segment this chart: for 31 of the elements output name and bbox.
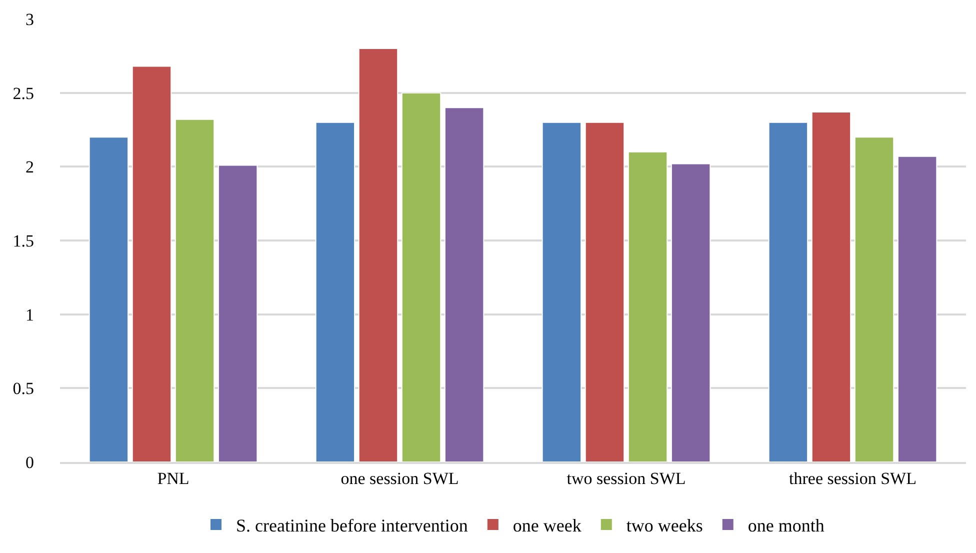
bar xyxy=(218,164,258,462)
bar xyxy=(132,66,172,462)
y-tick-label: 3 xyxy=(26,10,34,29)
bar xyxy=(174,118,215,462)
legend-label: one month xyxy=(748,516,824,536)
bar xyxy=(401,92,442,462)
y-tick-label: 0 xyxy=(26,452,34,472)
x-tick-label: two session SWL xyxy=(566,469,686,488)
y-tick-label: 2.5 xyxy=(12,84,34,103)
legend-label: one week xyxy=(512,516,582,536)
bar xyxy=(768,122,808,462)
x-tick-label: PNL xyxy=(157,469,190,488)
y-tick-label: 1.5 xyxy=(12,231,34,250)
y-tick-label: 1 xyxy=(26,305,34,324)
bar xyxy=(584,122,625,462)
bar xyxy=(628,151,668,462)
x-tick-label: three session SWL xyxy=(789,469,916,488)
legend-label: S. creatinine before intervention xyxy=(236,516,468,536)
bar xyxy=(897,156,938,462)
bar xyxy=(358,48,398,462)
bar xyxy=(444,107,484,462)
bar xyxy=(854,136,894,462)
y-tick-label: 2 xyxy=(26,158,34,177)
bar xyxy=(542,122,582,462)
bar xyxy=(315,122,356,462)
bar xyxy=(670,163,711,462)
legend-label: two weeks xyxy=(626,516,703,536)
bar xyxy=(88,136,129,462)
bar xyxy=(811,112,852,462)
y-tick-label: 0.5 xyxy=(12,379,34,398)
x-tick-label: one session SWL xyxy=(340,469,459,488)
